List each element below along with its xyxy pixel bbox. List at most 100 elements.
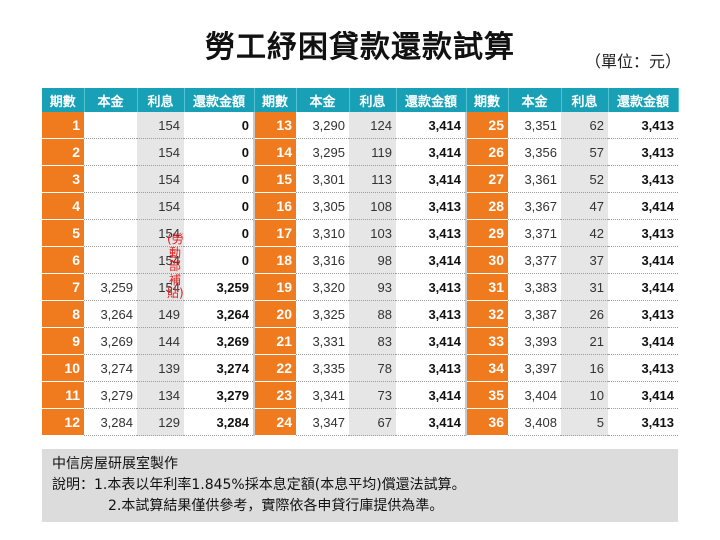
table-body: 1 154 0 13 3,290 124 3,414 25 3,351 62 3,413 2 154 0 1… (42, 112, 678, 436)
header-period: 期數 (42, 88, 85, 112)
cell-payment: 3,269 (184, 327, 255, 355)
cell-principal: 3,371 (508, 219, 561, 247)
cell-period: 24 (254, 408, 296, 436)
cell-period: 14 (254, 138, 296, 166)
cell-payment: 3,413 (608, 112, 678, 139)
cell-interest: 103 (349, 219, 396, 247)
notes-box: 中信房屋研展室製作 說明：1.本表以年利率1.845%採本息定額(本息平均)償還… (42, 449, 678, 522)
header-payment: 還款金額 (608, 88, 679, 112)
cell-payment: 3,414 (396, 246, 467, 274)
cell-interest: 57 (561, 138, 608, 166)
cell-principal (84, 165, 137, 193)
cell-payment: 3,414 (608, 246, 678, 274)
cell-interest: 139 (137, 354, 184, 382)
cell-principal: 3,393 (508, 327, 561, 355)
cell-principal: 3,367 (508, 192, 561, 220)
cell-period: 32 (466, 300, 508, 328)
cell-period: 30 (466, 246, 508, 274)
cell-interest: 144 (137, 327, 184, 355)
cell-period: 7 (42, 273, 84, 301)
table-row: 5 154 0 17 3,310 103 3,413 29 3,371 42 3,413 (42, 219, 678, 247)
cell-period: 2 (42, 138, 84, 166)
cell-period: 34 (466, 354, 508, 382)
cell-payment: 0 (184, 192, 255, 220)
cell-interest: 52 (561, 165, 608, 193)
cell-interest: 154 (137, 273, 184, 301)
cell-period: 21 (254, 327, 296, 355)
cell-payment: 3,413 (608, 219, 678, 247)
cell-period: 33 (466, 327, 508, 355)
cell-principal: 3,397 (508, 354, 561, 382)
cell-interest: 42 (561, 219, 608, 247)
cell-principal (84, 112, 137, 139)
cell-period: 19 (254, 273, 296, 301)
cell-period: 13 (254, 112, 296, 139)
cell-interest: 124 (349, 112, 396, 139)
cell-payment: 3,264 (184, 300, 255, 328)
header-interest: 利息 (561, 88, 609, 112)
cell-period: 25 (466, 112, 508, 139)
cell-principal: 3,377 (508, 246, 561, 274)
cell-payment: 3,259 (184, 273, 255, 301)
cell-interest: 10 (561, 381, 608, 409)
cell-interest: 47 (561, 192, 608, 220)
cell-period: 26 (466, 138, 508, 166)
cell-principal: 3,361 (508, 165, 561, 193)
cell-payment: 3,279 (184, 381, 255, 409)
cell-payment: 3,413 (608, 300, 678, 328)
cell-principal: 3,351 (508, 112, 561, 139)
cell-period: 17 (254, 219, 296, 247)
cell-payment: 3,414 (396, 138, 467, 166)
cell-interest: 98 (349, 246, 396, 274)
cell-period: 20 (254, 300, 296, 328)
cell-interest: 134 (137, 381, 184, 409)
cell-principal: 3,316 (296, 246, 349, 274)
cell-period: 3 (42, 165, 84, 193)
cell-payment: 3,414 (396, 381, 467, 409)
cell-interest: 154 (137, 112, 184, 139)
header-payment: 還款金額 (184, 88, 255, 112)
cell-payment: 3,413 (396, 273, 467, 301)
cell-principal: 3,284 (84, 408, 137, 436)
cell-payment: 3,284 (184, 408, 255, 436)
subsidy-note: (勞動部補貼) (167, 232, 184, 300)
cell-period: 31 (466, 273, 508, 301)
table-row: 2 154 0 14 3,295 119 3,414 26 3,356 57 3,413 (42, 138, 678, 166)
cell-interest: 154 (137, 219, 184, 247)
cell-interest: 16 (561, 354, 608, 382)
cell-principal: 3,404 (508, 381, 561, 409)
cell-payment: 3,413 (396, 300, 467, 328)
cell-interest: 113 (349, 165, 396, 193)
cell-period: 4 (42, 192, 84, 220)
cell-interest: 154 (137, 192, 184, 220)
cell-period: 35 (466, 381, 508, 409)
cell-period: 15 (254, 165, 296, 193)
header-period: 期數 (254, 88, 297, 112)
cell-payment: 3,274 (184, 354, 255, 382)
cell-payment: 3,413 (608, 165, 678, 193)
cell-principal: 3,264 (84, 300, 137, 328)
cell-payment: 0 (184, 112, 255, 139)
cell-interest: 26 (561, 300, 608, 328)
notes-line-1: 說明：1.本表以年利率1.845%採本息定額(本息平均)償還法試算。 (52, 477, 466, 493)
header-principal: 本金 (296, 88, 350, 112)
cell-interest: 67 (349, 408, 396, 436)
header-principal: 本金 (508, 88, 562, 112)
cell-payment: 3,414 (396, 112, 467, 139)
cell-interest: 88 (349, 300, 396, 328)
cell-principal (84, 192, 137, 220)
cell-interest: 83 (349, 327, 396, 355)
header-interest: 利息 (137, 88, 185, 112)
header-period: 期數 (466, 88, 509, 112)
cell-principal: 3,341 (296, 381, 349, 409)
table-row: 4 154 0 16 3,305 108 3,413 28 3,367 47 3,414 (42, 192, 678, 220)
cell-principal: 3,310 (296, 219, 349, 247)
cell-principal: 3,356 (508, 138, 561, 166)
cell-principal: 3,259 (84, 273, 137, 301)
cell-payment: 3,413 (608, 138, 678, 166)
cell-interest: 154 (137, 246, 184, 274)
cell-interest: 154 (137, 165, 184, 193)
cell-interest: 149 (137, 300, 184, 328)
cell-interest: 5 (561, 408, 608, 436)
table-row: 6 154 0 18 3,316 98 3,414 30 3,377 37 3,414 (42, 246, 678, 274)
